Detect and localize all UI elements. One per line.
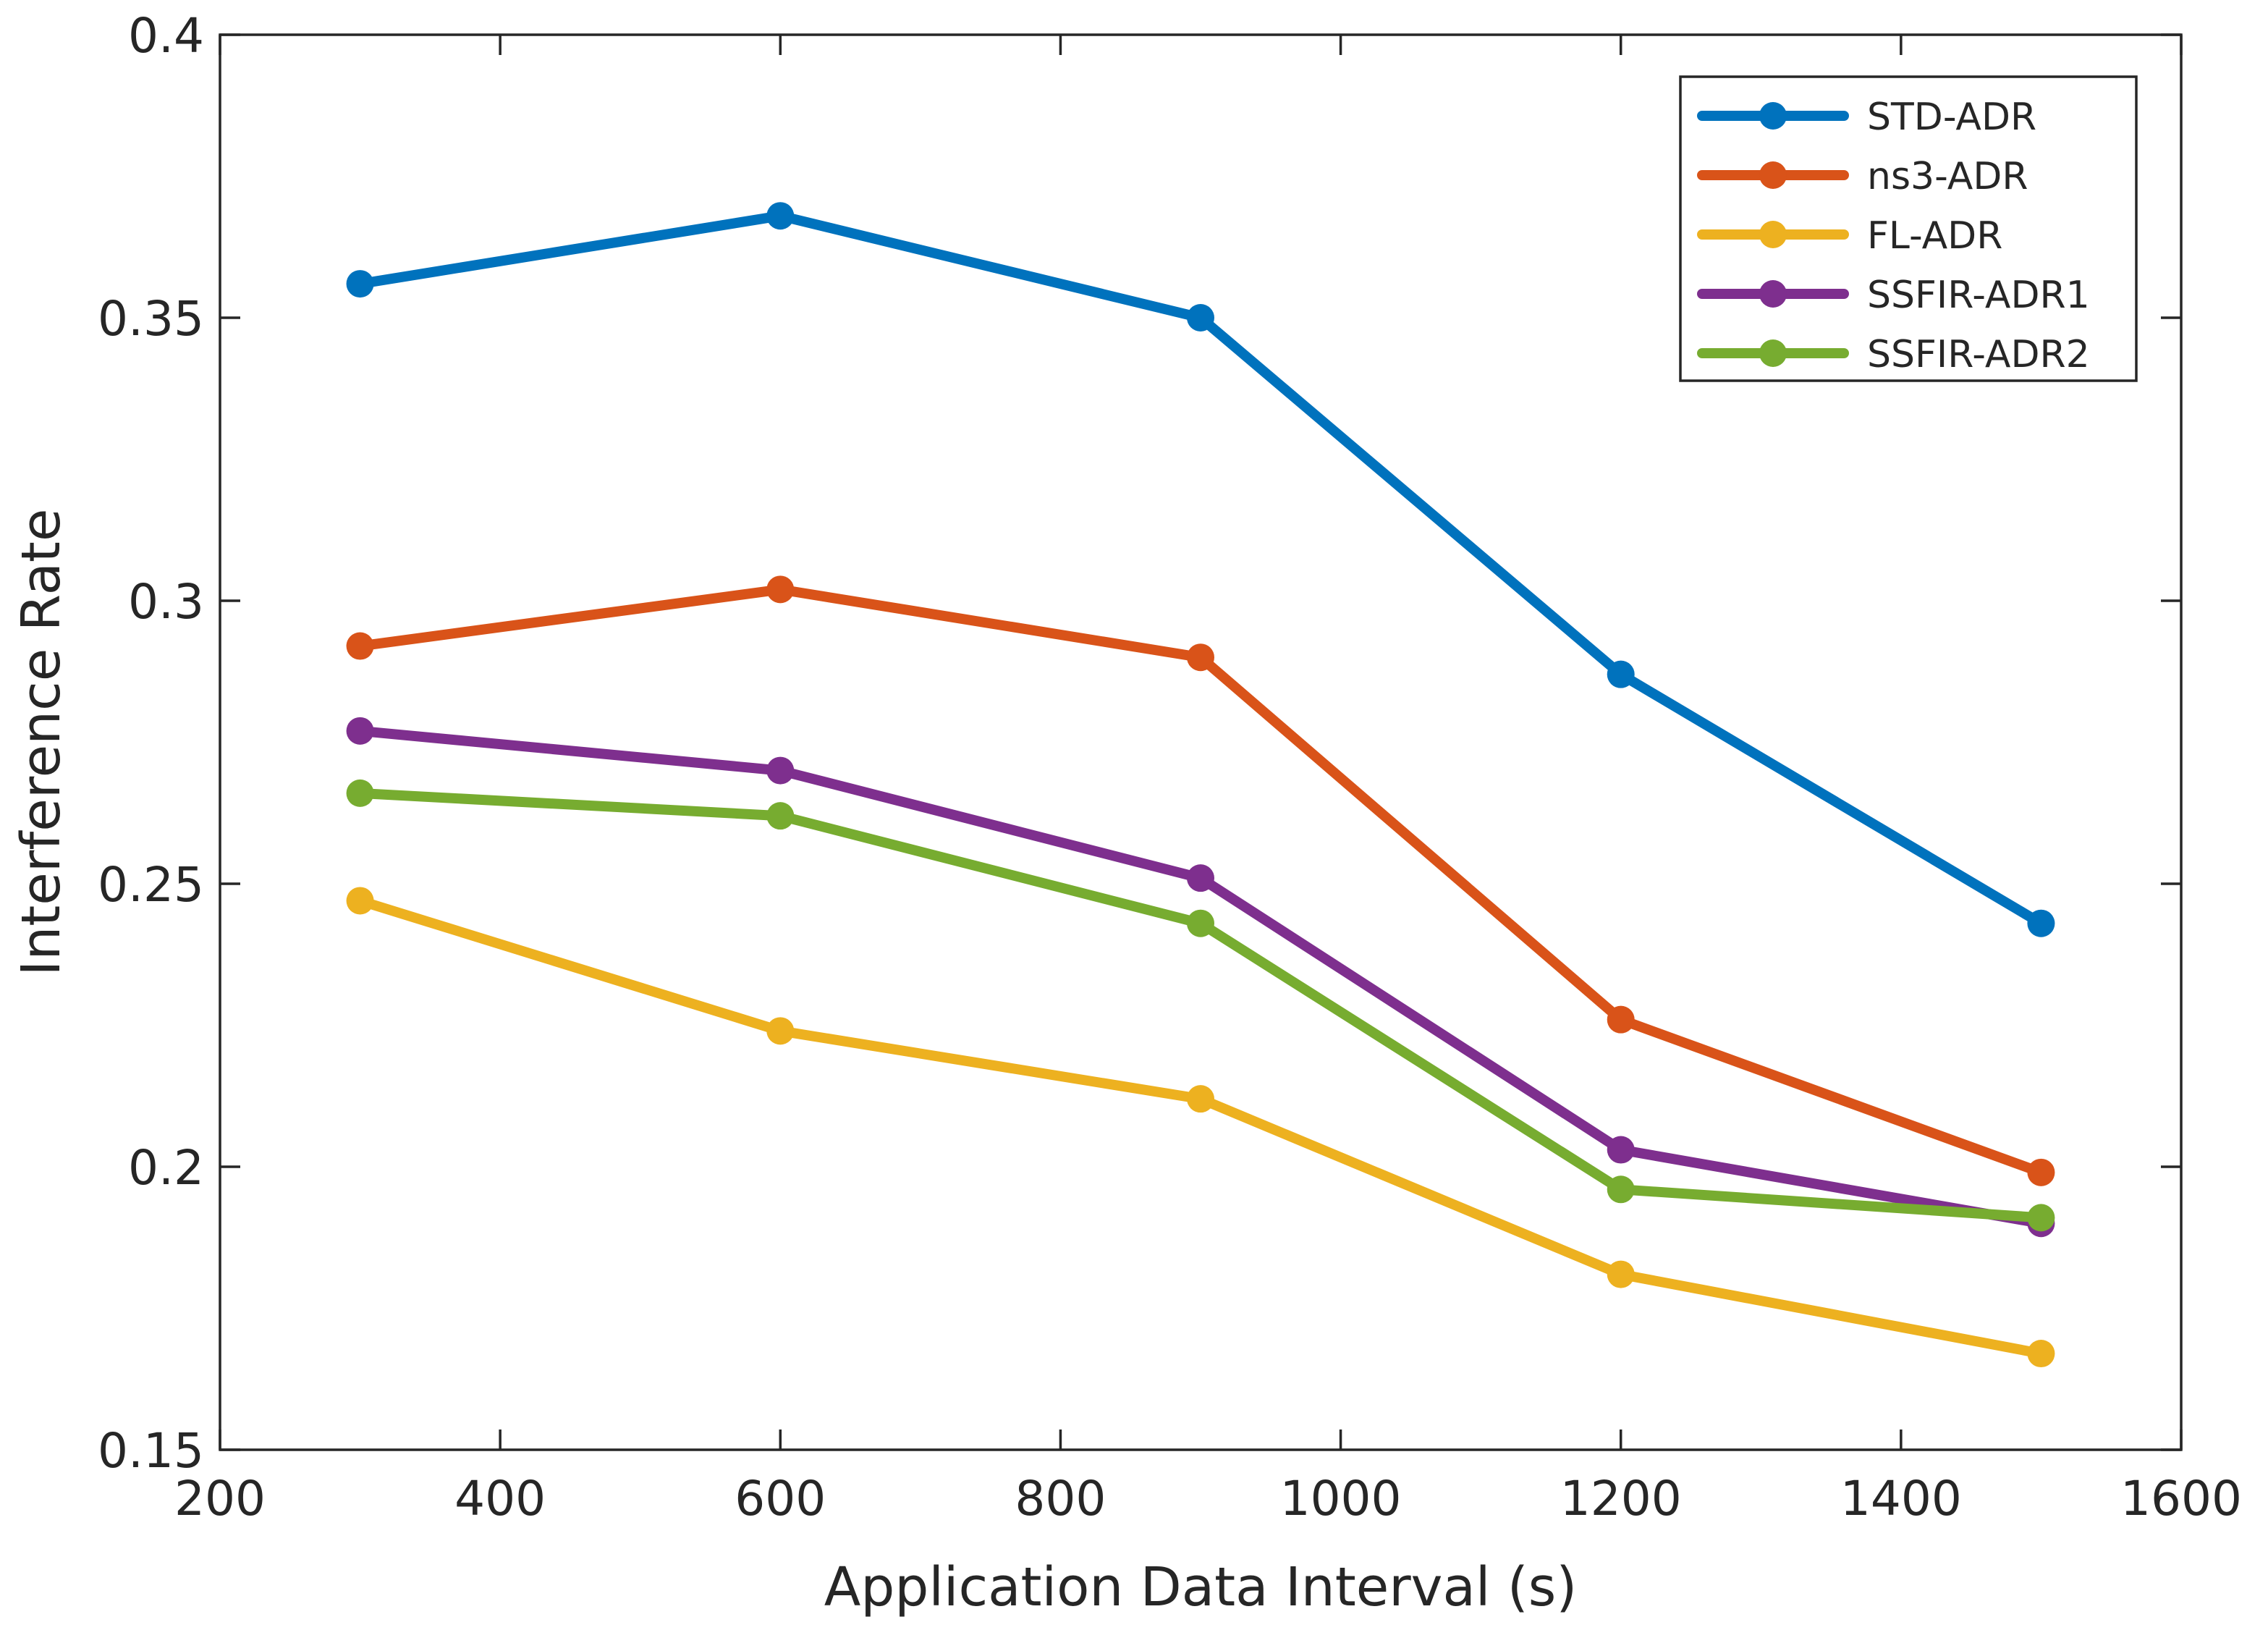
legend-swatch-marker bbox=[1759, 339, 1787, 367]
legend-item: STD-ADR bbox=[1697, 96, 2036, 139]
data-point bbox=[1187, 864, 1214, 892]
legend-item: FL-ADR bbox=[1697, 214, 2002, 258]
legend-label: SSFIR-ADR1 bbox=[1867, 274, 2090, 317]
legend-swatch-marker bbox=[1759, 280, 1787, 308]
legend-swatch-marker bbox=[1759, 161, 1787, 189]
x-tick-label: 400 bbox=[454, 1471, 546, 1526]
x-tick-label: 1600 bbox=[2120, 1471, 2242, 1526]
data-point bbox=[1187, 1085, 1214, 1113]
series-fl-adr bbox=[346, 887, 2055, 1368]
data-point bbox=[766, 1017, 795, 1045]
x-tick-label: 1400 bbox=[1840, 1471, 1962, 1526]
legend: STD-ADR ns3-ADR FL-ADR SSFIR-ADR1 SSFIR-ADR2 bbox=[1679, 75, 2138, 382]
legend-label: FL-ADR bbox=[1867, 214, 2002, 258]
y-axis-title: Interference Rate bbox=[10, 509, 72, 976]
legend-label: SSFIR-ADR2 bbox=[1867, 333, 2090, 376]
legend-swatch-marker bbox=[1759, 102, 1787, 130]
data-point bbox=[1607, 1136, 1635, 1164]
x-axis-title: Application Data Interval (s) bbox=[824, 1556, 1577, 1618]
data-point bbox=[346, 632, 374, 660]
data-point bbox=[1607, 1175, 1635, 1204]
y-tick-label: 0.35 bbox=[98, 291, 204, 347]
data-point bbox=[346, 779, 374, 807]
data-point bbox=[1187, 643, 1214, 672]
data-point bbox=[346, 887, 374, 915]
y-tick-label: 0.3 bbox=[128, 574, 204, 630]
series-ns3-adr bbox=[346, 575, 2055, 1186]
data-point bbox=[2027, 909, 2055, 937]
data-point bbox=[766, 756, 795, 785]
data-point bbox=[346, 270, 374, 298]
data-point bbox=[766, 202, 795, 230]
data-point bbox=[1187, 909, 1214, 937]
data-point bbox=[1607, 1260, 1635, 1288]
data-point bbox=[766, 802, 795, 830]
x-tick-label: 800 bbox=[1015, 1471, 1106, 1526]
series-ssfir-adr2 bbox=[346, 779, 2055, 1232]
series-layer bbox=[346, 202, 2055, 1368]
legend-label: ns3-ADR bbox=[1867, 155, 2028, 198]
data-point bbox=[2027, 1340, 2055, 1368]
data-point bbox=[2027, 1158, 2055, 1186]
legend-item: ns3-ADR bbox=[1697, 155, 2028, 198]
legend-item: SSFIR-ADR1 bbox=[1697, 274, 2090, 317]
legend-swatch-marker bbox=[1759, 221, 1787, 248]
series-std-adr bbox=[346, 202, 2055, 937]
x-tick-label: 600 bbox=[735, 1471, 826, 1526]
y-tick-label: 0.15 bbox=[98, 1423, 204, 1479]
data-point bbox=[766, 575, 795, 604]
x-tick-label: 1000 bbox=[1280, 1471, 1402, 1526]
x-tick-label: 200 bbox=[174, 1471, 266, 1526]
legend-label: STD-ADR bbox=[1867, 96, 2036, 139]
data-point bbox=[346, 717, 374, 745]
y-tick-label: 0.2 bbox=[128, 1140, 204, 1196]
data-point bbox=[1607, 660, 1635, 688]
data-point bbox=[1607, 1005, 1635, 1034]
y-tick-label: 0.4 bbox=[128, 8, 204, 64]
data-point bbox=[2027, 1204, 2055, 1232]
legend-item: SSFIR-ADR2 bbox=[1697, 333, 2090, 376]
x-tick-label: 1200 bbox=[1560, 1471, 1682, 1526]
axes-layer: 200 400 600 800 1000 1200 1400 1600 0.15 0.2 0.25 0… bbox=[98, 8, 2242, 1526]
y-tick-label: 0.25 bbox=[98, 857, 204, 913]
axes-box bbox=[219, 33, 2183, 1451]
legend-box bbox=[1679, 75, 2138, 382]
data-point bbox=[1187, 304, 1214, 332]
